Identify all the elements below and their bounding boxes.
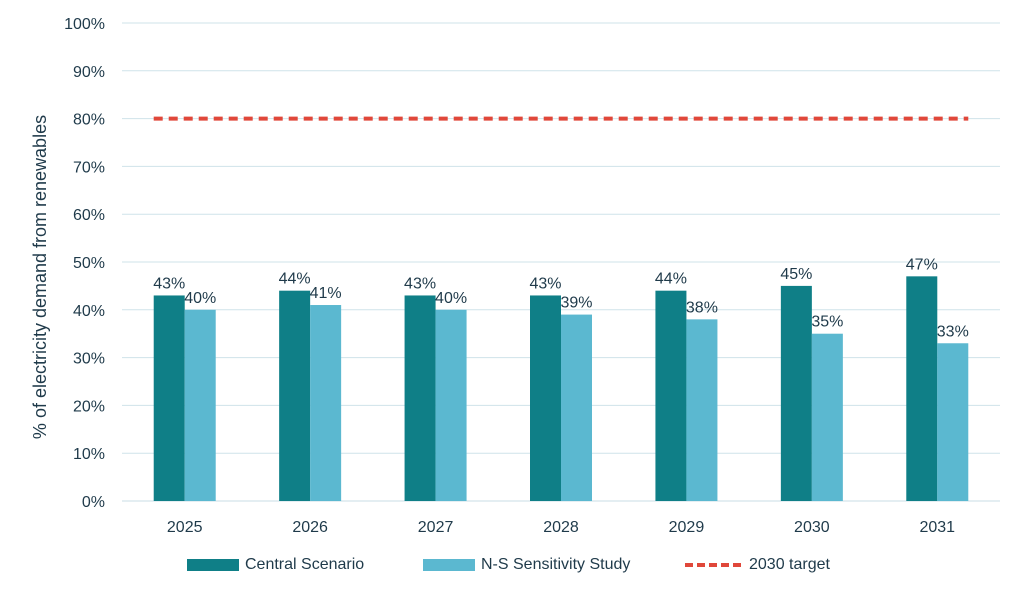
y-tick-label: 70% — [73, 159, 105, 176]
y-tick-label: 0% — [82, 494, 105, 511]
data-label: 40% — [184, 290, 216, 307]
x-tick-label: 2027 — [418, 519, 454, 536]
y-tick-label: 100% — [64, 16, 105, 33]
x-tick-label: 2028 — [543, 519, 579, 536]
data-label: 33% — [937, 323, 969, 340]
data-label: 44% — [279, 271, 311, 288]
bar-ns-sensitivity-study-2028 — [561, 314, 592, 501]
bar-central-scenario-2028 — [530, 295, 561, 501]
bar-ns-sensitivity-study-2026 — [310, 305, 342, 501]
y-tick-label: 90% — [73, 64, 105, 81]
bar-ns-sensitivity-study-2031 — [937, 343, 969, 501]
bar-ns-sensitivity-study-2027 — [435, 309, 467, 501]
y-tick-label: 20% — [73, 398, 105, 415]
data-label: 43% — [153, 275, 185, 292]
data-label: 44% — [655, 271, 687, 288]
bars — [153, 276, 969, 501]
legend-item-2030-target: 2030 target — [685, 556, 830, 574]
bar-ns-sensitivity-study-2030 — [811, 333, 843, 501]
bar-central-scenario-2031 — [906, 276, 938, 501]
x-tick-label: 2025 — [167, 519, 203, 536]
data-label: 43% — [404, 275, 436, 292]
legend-item-ns-sensitivity-study: N-S Sensitivity Study — [423, 556, 630, 574]
bar-central-scenario-2029 — [655, 290, 687, 501]
legend-swatch-2030-target — [685, 563, 741, 567]
bar-central-scenario-2025 — [153, 295, 185, 501]
y-tick-label: 30% — [73, 351, 105, 368]
bar-central-scenario-2027 — [404, 295, 436, 501]
data-label: 41% — [310, 285, 342, 302]
legend-label-ns-sensitivity-study: N-S Sensitivity Study — [481, 556, 631, 573]
data-labels: 43%40%44%41%43%40%43%39%44%38%45%35%47%3… — [153, 256, 969, 340]
y-axis-title: % of electricity demand from renewables — [30, 115, 50, 439]
bar-ns-sensitivity-study-2029 — [686, 319, 718, 501]
x-tick-label: 2026 — [292, 519, 328, 536]
bar-chart: 0%10%20%30%40%50%60%70%80%90%100% 43%40%… — [30, 16, 1000, 536]
y-tick-label: 10% — [73, 446, 105, 463]
x-tick-label: 2030 — [794, 519, 830, 536]
bar-central-scenario-2030 — [780, 285, 812, 501]
data-label: 39% — [560, 295, 592, 312]
legend-label-2030-target: 2030 target — [749, 556, 830, 573]
y-tick-label: 60% — [73, 207, 105, 224]
y-tick-label: 80% — [73, 112, 105, 129]
x-axis-tick-labels: 2025 2026 2027 2028 2029 2030 2031 — [167, 519, 955, 536]
legend: Central Scenario N-S Sensitivity Study 2… — [0, 556, 1024, 580]
data-label: 43% — [529, 275, 561, 292]
legend-swatch-ns-sensitivity-study — [423, 559, 475, 571]
y-axis-tick-labels: 0% 10% 20% 30% 40% 50% 60% 70% 80% 90% 100% — [64, 16, 105, 511]
data-label: 40% — [435, 290, 467, 307]
x-tick-label: 2031 — [919, 519, 955, 536]
x-tick-label: 2029 — [669, 519, 705, 536]
data-label: 47% — [906, 256, 938, 273]
bar-ns-sensitivity-study-2025 — [184, 309, 216, 501]
data-label: 45% — [780, 266, 812, 283]
legend-swatch-central-scenario — [187, 559, 239, 571]
legend-label-central-scenario: Central Scenario — [245, 556, 365, 573]
bar-central-scenario-2026 — [279, 290, 311, 501]
y-tick-label: 50% — [73, 255, 105, 272]
data-label: 38% — [686, 299, 718, 316]
legend-item-central-scenario: Central Scenario — [187, 556, 364, 574]
data-label: 35% — [811, 314, 843, 331]
y-tick-label: 40% — [73, 303, 105, 320]
